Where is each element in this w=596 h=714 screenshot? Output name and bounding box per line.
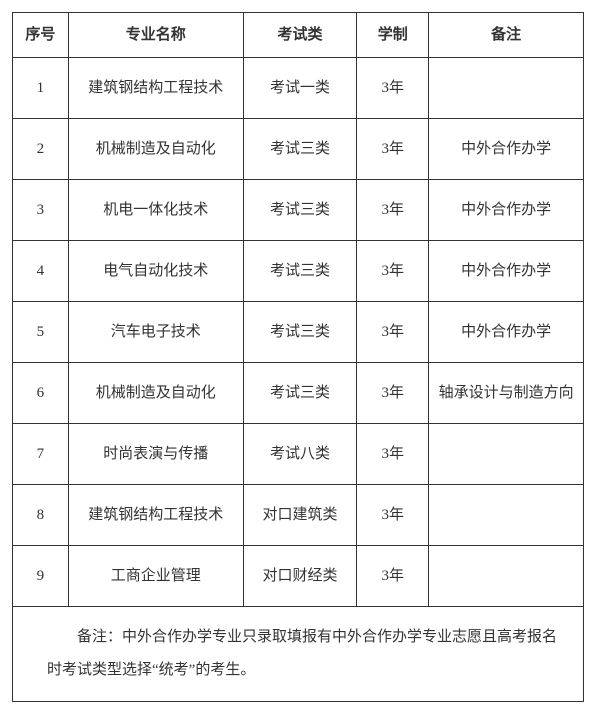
cell-idx: 9 xyxy=(13,546,69,607)
cell-name: 建筑钢结构工程技术 xyxy=(68,485,243,546)
table-row: 2 机械制造及自动化 考试三类 3年 中外合作办学 xyxy=(13,119,584,180)
cell-duration: 3年 xyxy=(357,180,429,241)
cell-name: 时尚表演与传播 xyxy=(68,424,243,485)
cell-idx: 8 xyxy=(13,485,69,546)
cell-exam: 考试三类 xyxy=(243,363,356,424)
cell-exam: 考试三类 xyxy=(243,119,356,180)
table-row: 8 建筑钢结构工程技术 对口建筑类 3年 xyxy=(13,485,584,546)
cell-idx: 7 xyxy=(13,424,69,485)
table-row: 7 时尚表演与传播 考试八类 3年 xyxy=(13,424,584,485)
cell-note: 轴承设计与制造方向 xyxy=(429,363,584,424)
cell-note xyxy=(429,58,584,119)
cell-idx: 2 xyxy=(13,119,69,180)
header-note: 备注 xyxy=(429,13,584,58)
cell-exam: 考试一类 xyxy=(243,58,356,119)
cell-idx: 3 xyxy=(13,180,69,241)
table-row: 1 建筑钢结构工程技术 考试一类 3年 xyxy=(13,58,584,119)
cell-note xyxy=(429,546,584,607)
cell-duration: 3年 xyxy=(357,119,429,180)
cell-idx: 5 xyxy=(13,302,69,363)
cell-duration: 3年 xyxy=(357,485,429,546)
cell-idx: 1 xyxy=(13,58,69,119)
cell-exam: 对口建筑类 xyxy=(243,485,356,546)
cell-duration: 3年 xyxy=(357,546,429,607)
cell-name: 汽车电子技术 xyxy=(68,302,243,363)
table-row: 9 工商企业管理 对口财经类 3年 xyxy=(13,546,584,607)
header-name: 专业名称 xyxy=(68,13,243,58)
cell-note: 中外合作办学 xyxy=(429,180,584,241)
cell-name: 机械制造及自动化 xyxy=(68,119,243,180)
cell-exam: 考试三类 xyxy=(243,302,356,363)
cell-name: 机电一体化技术 xyxy=(68,180,243,241)
header-duration: 学制 xyxy=(357,13,429,58)
cell-note: 中外合作办学 xyxy=(429,302,584,363)
cell-exam: 考试八类 xyxy=(243,424,356,485)
cell-name: 建筑钢结构工程技术 xyxy=(68,58,243,119)
table-footnote: 备注：中外合作办学专业只录取填报有中外合作办学专业志愿且高考报名时考试类型选择“… xyxy=(13,607,584,702)
cell-exam: 考试三类 xyxy=(243,241,356,302)
cell-duration: 3年 xyxy=(357,58,429,119)
cell-exam: 考试三类 xyxy=(243,180,356,241)
cell-idx: 4 xyxy=(13,241,69,302)
header-idx: 序号 xyxy=(13,13,69,58)
cell-exam: 对口财经类 xyxy=(243,546,356,607)
cell-duration: 3年 xyxy=(357,241,429,302)
cell-note xyxy=(429,424,584,485)
cell-name: 工商企业管理 xyxy=(68,546,243,607)
table-row: 5 汽车电子技术 考试三类 3年 中外合作办学 xyxy=(13,302,584,363)
cell-duration: 3年 xyxy=(357,302,429,363)
majors-table: 序号 专业名称 考试类 学制 备注 1 建筑钢结构工程技术 考试一类 3年 2 … xyxy=(12,12,584,702)
table-row: 3 机电一体化技术 考试三类 3年 中外合作办学 xyxy=(13,180,584,241)
cell-note xyxy=(429,485,584,546)
cell-idx: 6 xyxy=(13,363,69,424)
table-row: 6 机械制造及自动化 考试三类 3年 轴承设计与制造方向 xyxy=(13,363,584,424)
table-header-row: 序号 专业名称 考试类 学制 备注 xyxy=(13,13,584,58)
cell-duration: 3年 xyxy=(357,363,429,424)
table-footnote-row: 备注：中外合作办学专业只录取填报有中外合作办学专业志愿且高考报名时考试类型选择“… xyxy=(13,607,584,702)
table-row: 4 电气自动化技术 考试三类 3年 中外合作办学 xyxy=(13,241,584,302)
cell-note: 中外合作办学 xyxy=(429,241,584,302)
cell-name: 电气自动化技术 xyxy=(68,241,243,302)
cell-name: 机械制造及自动化 xyxy=(68,363,243,424)
cell-note: 中外合作办学 xyxy=(429,119,584,180)
cell-duration: 3年 xyxy=(357,424,429,485)
header-exam: 考试类 xyxy=(243,13,356,58)
table-body: 1 建筑钢结构工程技术 考试一类 3年 2 机械制造及自动化 考试三类 3年 中… xyxy=(13,58,584,702)
